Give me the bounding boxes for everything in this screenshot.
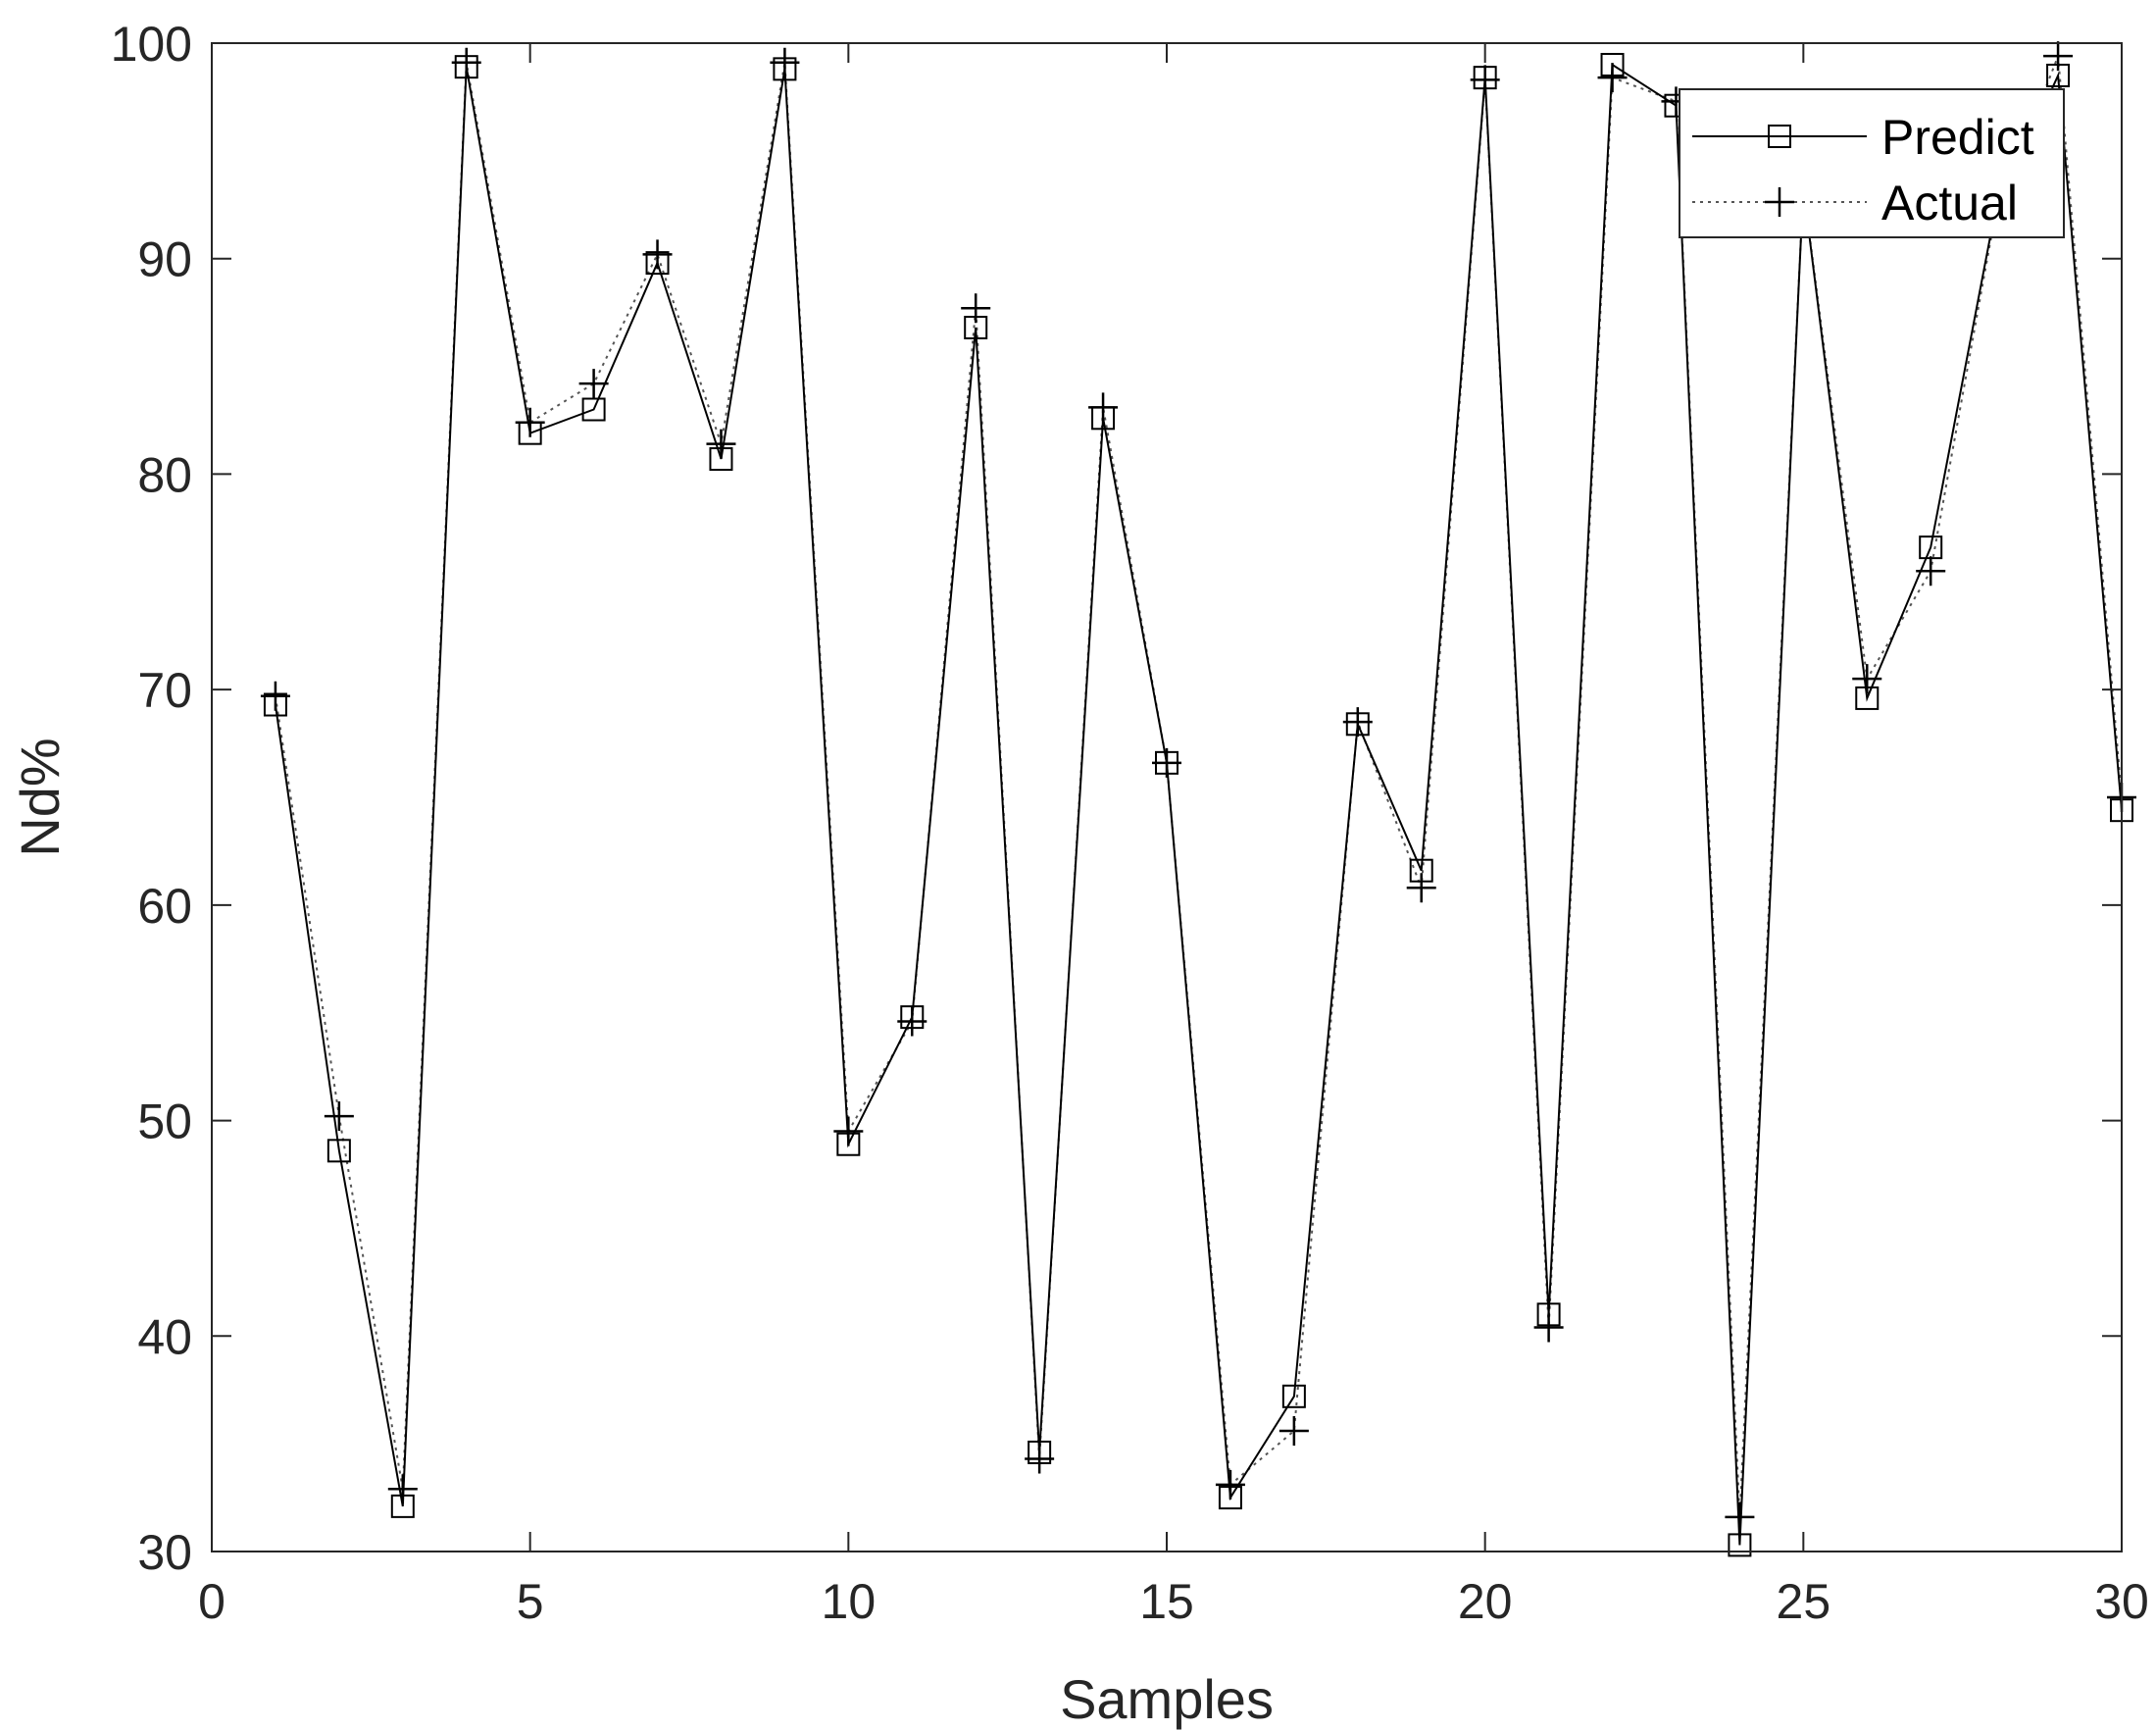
predict-point xyxy=(1855,686,1880,710)
actual-point xyxy=(2043,41,2074,72)
predict-point xyxy=(900,1005,925,1030)
y-tick-label: 60 xyxy=(137,879,192,934)
actual-point xyxy=(324,1101,354,1132)
predict-point xyxy=(1218,1486,1242,1510)
x-tick-label: 25 xyxy=(1777,1574,1831,1629)
actual-point xyxy=(1406,873,1436,903)
predict-point xyxy=(1600,52,1625,76)
predict-point xyxy=(836,1132,861,1156)
y-tick-label: 40 xyxy=(137,1309,192,1364)
x-axis-title: Samples xyxy=(1060,1668,1274,1730)
series-layer xyxy=(260,41,2136,1557)
predict-point xyxy=(518,421,542,445)
predict-point xyxy=(645,251,670,276)
predict-point xyxy=(1155,750,1178,775)
y-tick-label: 50 xyxy=(137,1094,192,1149)
legend-actual-label: Actual xyxy=(1881,176,2018,230)
x-tick-label: 30 xyxy=(2094,1574,2149,1629)
actual-point xyxy=(578,369,609,399)
predict-point xyxy=(1091,406,1116,431)
predict-point xyxy=(1345,712,1370,737)
x-tick-label: 10 xyxy=(822,1574,877,1629)
legend-box xyxy=(1679,88,2065,238)
legend-actual-marker xyxy=(1765,187,1794,217)
x-tick-label: 20 xyxy=(1458,1574,1513,1629)
predict-point xyxy=(454,55,478,79)
y-tick-label: 70 xyxy=(137,663,192,718)
predict-point xyxy=(390,1494,415,1518)
predict-point xyxy=(581,397,606,422)
actual-point xyxy=(1279,1415,1309,1446)
predict-point xyxy=(2046,63,2071,87)
predict-point xyxy=(964,316,988,340)
y-tick-label: 80 xyxy=(137,447,192,502)
y-tick-label: 100 xyxy=(111,17,192,72)
x-tick-label: 15 xyxy=(1139,1574,1194,1629)
predict-point xyxy=(773,57,797,81)
predict-point xyxy=(326,1139,351,1163)
plot-area xyxy=(212,43,2122,1552)
predict-point xyxy=(1919,535,1943,560)
x-tick-label: 5 xyxy=(517,1574,544,1629)
actual-point xyxy=(1533,1312,1564,1343)
axis-layer: 0 5 10 15 20 25 30 30 40 50 60 70 80 90 100 xyxy=(111,17,2149,1629)
actual-point xyxy=(1852,664,1882,694)
legend-predict-marker xyxy=(1768,125,1791,148)
predict-point xyxy=(1281,1384,1306,1408)
predict-point xyxy=(1536,1302,1561,1327)
actual-point xyxy=(961,293,991,324)
predict-point xyxy=(1473,66,1497,90)
predict-point xyxy=(1728,1533,1752,1557)
legend-predict-label: Predict xyxy=(1881,110,2034,165)
predict-point xyxy=(1028,1440,1052,1464)
predict-point xyxy=(1409,858,1433,883)
x-tick-label: 0 xyxy=(198,1574,226,1629)
y-tick-label: 30 xyxy=(137,1525,192,1580)
predict-point xyxy=(709,447,733,472)
y-axis-title: Nd% xyxy=(9,738,71,856)
predict-point xyxy=(263,692,287,717)
y-tick-label: 90 xyxy=(137,232,192,287)
legend: Predict Actual xyxy=(1679,88,2065,238)
